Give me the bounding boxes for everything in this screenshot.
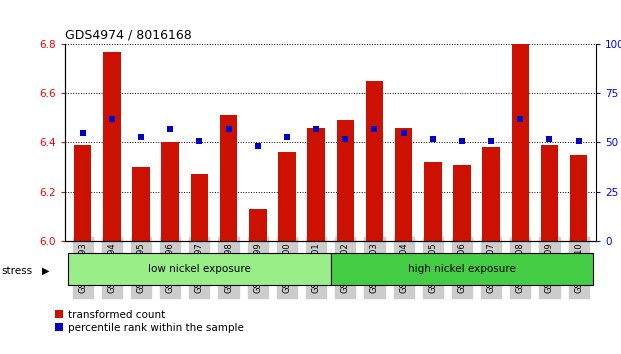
Bar [541,145,558,241]
Text: ▶: ▶ [42,266,50,276]
Bar [453,165,471,241]
Bar [330,253,593,285]
Bar [191,175,208,241]
Bar [220,115,237,241]
Text: low nickel exposure: low nickel exposure [148,264,251,274]
Bar [337,120,354,241]
Bar [483,147,500,241]
Bar [68,253,330,285]
Bar [132,167,150,241]
Bar [395,128,412,241]
Text: high nickel exposure: high nickel exposure [408,264,516,274]
Bar [278,152,296,241]
Bar [366,81,383,241]
Bar [74,145,91,241]
Bar [424,162,442,241]
Legend: transformed count, percentile rank within the sample: transformed count, percentile rank withi… [55,310,244,333]
Bar [103,52,120,241]
Bar [512,44,529,241]
Bar [570,155,587,241]
Text: stress: stress [1,266,32,276]
Bar [161,143,179,241]
Bar [249,209,266,241]
Bar [307,128,325,241]
Text: GDS4974 / 8016168: GDS4974 / 8016168 [65,29,192,42]
